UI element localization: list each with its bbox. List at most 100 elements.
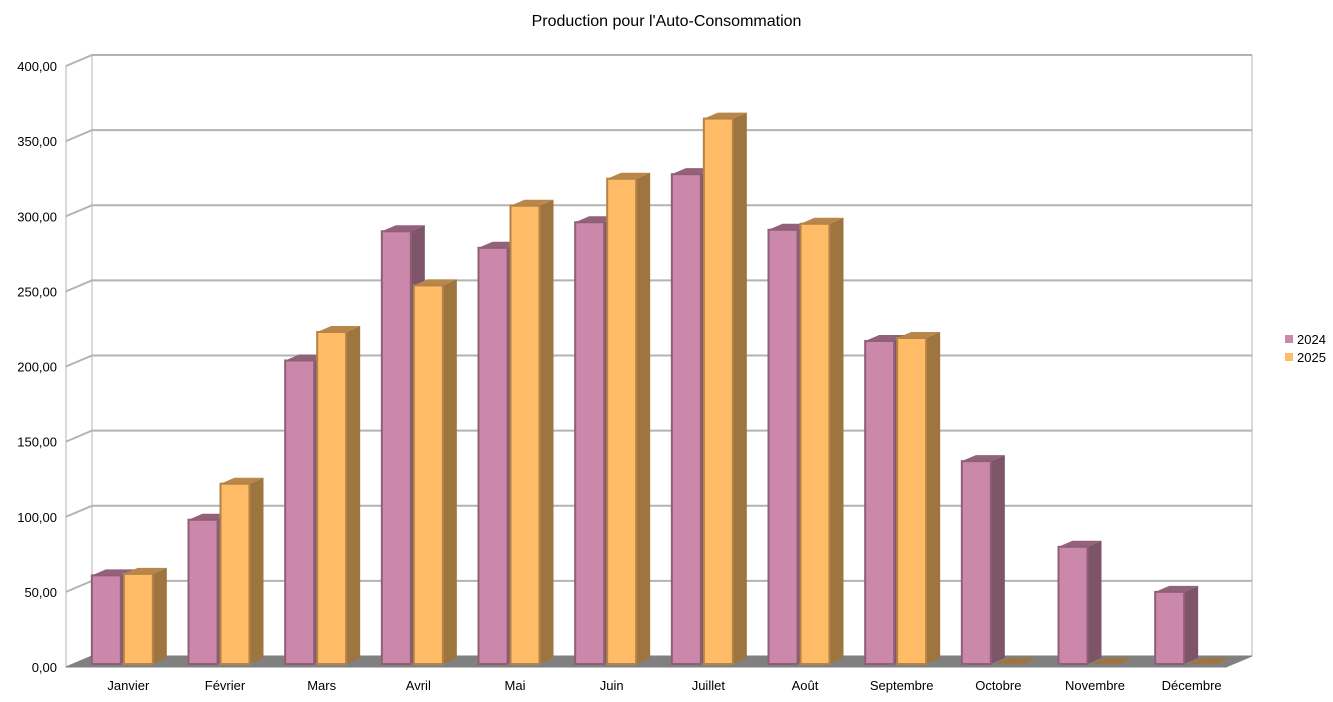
y-tick-label: 250,00 [17,284,57,299]
bar-side [732,112,747,664]
bar [1187,658,1231,664]
bar-side [442,279,457,664]
bar-front [767,228,799,665]
bar-front [574,221,606,665]
bar-top [703,112,747,119]
x-category-label: Mars [307,678,336,693]
bar-top [381,225,425,232]
y-tick-label: 0,00 [32,660,57,675]
bar-top [510,199,554,206]
bar [799,217,844,666]
bar-side [152,567,167,664]
bar-zero [1187,658,1231,664]
legend-swatch [1285,335,1293,343]
gridline [65,279,1252,293]
bar-front [509,204,541,666]
bar [1154,585,1199,666]
x-category-label: Juin [600,678,624,693]
y-tick-label: 400,00 [17,59,57,74]
bar-front [799,222,831,666]
bar-side [926,331,941,664]
floor [65,655,1253,668]
bar [702,112,747,665]
bar-side [829,217,844,664]
bar-front [670,173,702,665]
gridline [65,204,1252,218]
x-category-label: Mai [505,678,526,693]
x-axis-labels: Janvier Février Mars Avril Mai Juin Juillet Aoû… [107,678,1221,693]
legend-label: 2025 [1297,350,1326,365]
bar [1090,658,1134,664]
bar-front [412,284,444,665]
x-category-label: Décembre [1162,678,1222,693]
bar-top [1155,585,1199,592]
y-tick-label: 200,00 [17,360,57,375]
bar-front [606,177,638,665]
x-category-label: Septembre [870,678,934,693]
y-tick-label: 150,00 [17,435,57,450]
bar [1057,540,1102,665]
bar-side [1184,585,1199,664]
x-category-label: Janvier [107,678,150,693]
bar-top [961,455,1005,462]
bar-top [220,477,264,484]
bar-front [896,336,928,665]
bar-front [316,330,348,665]
bar [960,455,1005,665]
gridline [65,54,1252,67]
bar-top [1058,540,1102,547]
bar-zero [993,658,1037,664]
x-category-label: Octobre [975,678,1021,693]
x-category-label: Août [792,678,819,693]
bar-top [607,172,651,179]
bar [896,331,941,665]
bar-front [187,518,219,666]
legend-swatch [1285,353,1293,361]
bar-side [1087,540,1102,664]
bar-side [249,477,264,664]
x-category-label: Juillet [692,678,726,693]
bar-front [380,230,412,665]
x-category-label: Novembre [1065,678,1125,693]
bar-front [702,117,734,665]
bar-front [1154,590,1186,666]
bar [316,325,361,665]
bar-front [284,359,316,665]
bar [509,199,554,666]
bar [122,567,167,665]
bar-side [539,199,554,665]
bar [219,477,264,666]
chart-title: Production pour l'Auto-Consommation [531,13,802,30]
y-tick-label: 100,00 [17,510,57,525]
bar [993,658,1037,664]
legend-label: 2024 [1297,332,1326,347]
bar-top [800,217,844,224]
y-tick-label: 350,00 [17,134,57,149]
bar [412,279,457,665]
bar-top [317,325,361,332]
bar-top [413,279,457,286]
bar-front [1057,545,1089,665]
bar-side [346,325,361,664]
bar-front [90,574,122,665]
bar-front [122,572,154,665]
bar-front [219,482,251,666]
bar-zero [1090,658,1134,664]
bar-side [636,172,651,664]
gridline [65,129,1252,143]
bar-front [960,460,992,665]
bars-group [90,112,1231,666]
bar-front [477,246,509,665]
bar-front [864,339,896,665]
x-category-label: Avril [406,678,431,693]
legend: 2024 2025 [1285,332,1326,365]
y-tick-label: 50,00 [24,585,57,600]
y-tick-label: 300,00 [17,209,57,224]
bar [606,172,651,665]
x-category-label: Février [205,678,246,693]
bar-top [123,567,167,574]
y-axis-ticks: 0,00 50,00 100,00 150,00 200,00 250,00 300,00 3… [17,59,57,675]
bar-side [990,455,1005,664]
